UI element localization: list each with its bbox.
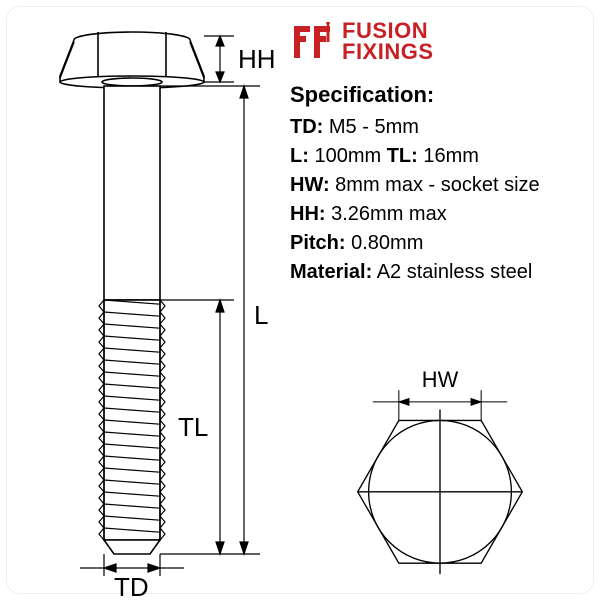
spec-row: TD: M5 - 5mm: [290, 116, 580, 139]
label-hw: HW: [422, 370, 459, 392]
bolt-svg: [20, 20, 275, 580]
hex-svg: HW: [310, 370, 570, 580]
spec-value: 0.80mm: [346, 232, 424, 254]
spec-label: Material:: [290, 261, 372, 283]
spec-label: TD:: [290, 116, 323, 138]
spec-rows: TD: M5 - 5mm L: 100mm TL: 16mm HW: 8mm max…: [290, 116, 580, 284]
brand-icon: [290, 20, 334, 64]
label-hh: HH: [238, 44, 276, 75]
label-td: TD: [114, 572, 149, 603]
spec-value: 3.26mm max: [326, 203, 447, 225]
spec-row: Material: A2 stainless steel: [290, 261, 580, 284]
hex-top-diagram: HW: [310, 370, 570, 585]
spec-row: HW: 8mm max - socket size: [290, 174, 580, 197]
spec-row: L: 100mm TL: 16mm: [290, 145, 580, 168]
spec-label: HH:: [290, 203, 326, 225]
label-l: L: [254, 300, 268, 331]
spec-value: 16mm: [418, 145, 479, 167]
spec-row: HH: 3.26mm max: [290, 203, 580, 226]
spec-heading: Specification:: [290, 82, 580, 108]
spec-label: L:: [290, 145, 309, 167]
spec-row: Pitch: 0.80mm: [290, 232, 580, 255]
spec-label: HW:: [290, 174, 330, 196]
spec-value: A2 stainless steel: [372, 261, 532, 283]
label-tl: TL: [178, 412, 208, 443]
brand-line2: FIXINGS: [342, 42, 434, 63]
spec-value: 100mm: [309, 145, 387, 167]
spec-value: 8mm max - socket size: [330, 174, 540, 196]
spec-label: TL:: [387, 145, 418, 167]
bolt-side-diagram: HH L TL TD: [20, 20, 275, 580]
brand-logo: FUSION FIXINGS: [290, 20, 580, 64]
brand-text: FUSION FIXINGS: [342, 21, 434, 63]
spec-label: Pitch:: [290, 232, 346, 254]
spec-value: M5 - 5mm: [323, 116, 419, 138]
